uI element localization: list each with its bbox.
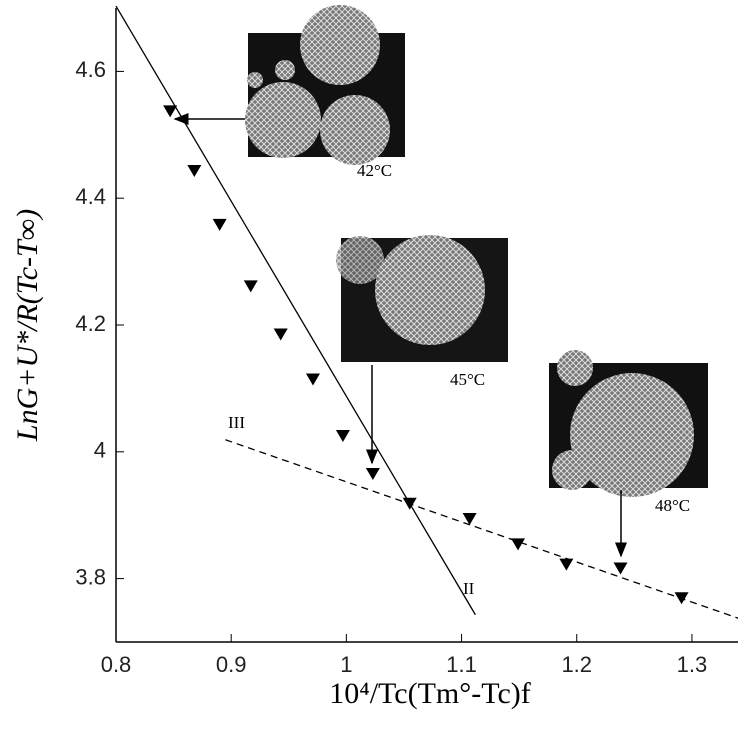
y-tick-label: 4	[94, 438, 106, 463]
fit-line	[225, 439, 738, 619]
line-label: II	[463, 579, 475, 598]
point	[212, 218, 227, 231]
point	[559, 558, 574, 571]
point	[243, 280, 258, 293]
annotation: 45°C	[450, 370, 485, 389]
micrograph-42	[245, 5, 405, 165]
point	[305, 373, 320, 386]
x-tick-label: 1.2	[561, 652, 592, 677]
point	[402, 497, 417, 510]
x-tick-label: 1.3	[677, 652, 708, 677]
x-tick-label: 1	[340, 652, 352, 677]
y-tick-label: 4.6	[75, 57, 106, 82]
x-tick-label: 0.9	[216, 652, 247, 677]
point	[163, 105, 178, 118]
point	[187, 164, 202, 177]
point	[462, 513, 477, 526]
y-tick-label: 3.8	[75, 564, 106, 589]
point	[365, 467, 380, 480]
y-tick-label: 4.4	[75, 184, 106, 209]
x-tick-label: 1.1	[446, 652, 477, 677]
y-tick-label: 4.2	[75, 311, 106, 336]
point	[510, 538, 525, 551]
point	[273, 328, 288, 341]
micrograph-48	[549, 350, 708, 497]
x-tick-label: 0.8	[101, 652, 132, 677]
annotation: 42°C	[357, 161, 392, 180]
line-label: III	[228, 413, 245, 432]
point	[613, 562, 628, 575]
micrograph-45	[336, 235, 508, 362]
x-axis-title: 10⁴/Tc(Tm°-Tc)f	[329, 677, 531, 710]
point	[335, 429, 350, 442]
y-axis-title: LnG+U*/R(Tc-T∞)	[11, 209, 44, 442]
fit-line	[115, 5, 476, 616]
point	[674, 592, 689, 605]
annotation: 48°C	[655, 496, 690, 515]
